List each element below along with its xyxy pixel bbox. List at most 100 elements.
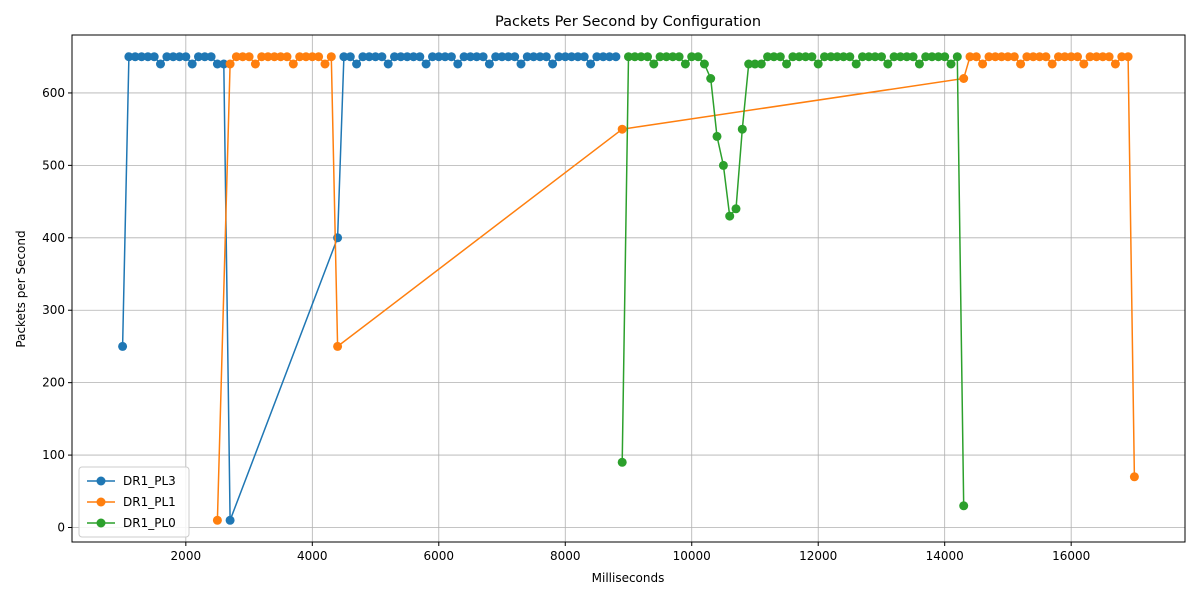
data-point — [1085, 52, 1095, 62]
series-dr1-pl1 — [212, 52, 1139, 525]
data-point — [510, 52, 520, 62]
x-tick-label: 8000 — [550, 549, 581, 563]
data-point — [124, 52, 134, 62]
data-point — [415, 52, 425, 62]
data-point — [257, 52, 267, 62]
data-point — [598, 52, 608, 62]
data-point — [763, 52, 773, 62]
x-tick-label: 10000 — [673, 549, 711, 563]
data-point — [769, 52, 779, 62]
data-point — [649, 59, 659, 69]
x-tick-label: 4000 — [297, 549, 328, 563]
data-point — [1041, 52, 1051, 62]
data-point — [1047, 59, 1057, 69]
data-point — [402, 52, 412, 62]
data-point — [605, 52, 614, 62]
data-point — [200, 52, 210, 62]
data-point — [377, 52, 387, 62]
data-point — [959, 74, 969, 83]
data-point — [314, 52, 324, 62]
data-point — [845, 52, 855, 62]
data-point — [1129, 472, 1139, 482]
data-point — [914, 59, 924, 69]
series-group — [118, 52, 1139, 525]
data-point — [149, 52, 159, 62]
data-point — [573, 52, 583, 62]
legend-item: DR1_PL1 — [87, 495, 176, 509]
data-point — [718, 160, 728, 170]
data-point — [371, 52, 380, 62]
data-point — [946, 59, 956, 69]
data-point — [611, 52, 621, 62]
data-point — [446, 52, 456, 62]
legend: DR1_PL3 DR1_PL1 DR1_PL0 — [78, 466, 190, 538]
data-point — [238, 52, 248, 62]
y-tick-label: 600 — [42, 86, 65, 100]
data-point — [756, 59, 766, 69]
data-point — [1098, 52, 1108, 62]
data-point — [459, 52, 469, 62]
y-tick-label: 100 — [42, 448, 65, 462]
data-point — [990, 52, 1000, 62]
data-point — [535, 52, 545, 62]
legend-marker — [96, 497, 106, 507]
data-point — [478, 52, 488, 62]
data-point — [813, 59, 823, 69]
data-point — [592, 52, 602, 62]
data-point — [630, 52, 640, 62]
data-point — [978, 59, 988, 69]
data-point — [908, 52, 918, 62]
data-point — [288, 59, 298, 69]
data-point — [1003, 52, 1013, 62]
data-point — [484, 59, 494, 69]
data-point — [364, 52, 374, 62]
data-point — [307, 52, 317, 62]
series-line — [216, 54, 1136, 521]
data-point — [971, 52, 981, 62]
data-point — [674, 52, 684, 62]
data-point — [162, 52, 172, 62]
y-tick-label: 200 — [42, 376, 65, 390]
data-point — [143, 52, 153, 62]
data-point — [1123, 52, 1133, 62]
data-point — [428, 52, 437, 62]
chart-title: Packets Per Second by Configuration — [495, 14, 761, 30]
data-point — [269, 52, 279, 62]
data-point — [156, 59, 165, 69]
y-tick-label: 500 — [42, 158, 65, 172]
x-tick-label: 2000 — [171, 549, 202, 563]
data-point — [421, 59, 431, 69]
data-point — [194, 52, 203, 62]
data-point — [820, 52, 829, 62]
data-point — [586, 59, 596, 69]
data-point — [440, 52, 450, 62]
data-point — [1092, 52, 1101, 62]
data-point — [516, 59, 526, 69]
data-point — [529, 52, 539, 62]
legend-label: DR1_PL3 — [123, 474, 176, 488]
data-point — [801, 52, 811, 62]
legend-marker — [96, 476, 106, 486]
data-point — [680, 59, 690, 69]
data-point — [250, 59, 260, 69]
data-point — [396, 52, 406, 62]
data-point — [617, 124, 627, 134]
x-tick-label: 14000 — [926, 549, 964, 563]
data-point — [775, 52, 785, 62]
plot-area — [71, 34, 1186, 543]
data-point — [1117, 52, 1127, 62]
data-point — [725, 211, 735, 221]
x-tick-label: 12000 — [799, 549, 837, 563]
data-point — [832, 52, 842, 62]
x-tick-label: 16000 — [1052, 549, 1090, 563]
data-point — [984, 52, 994, 62]
data-point — [1016, 59, 1026, 69]
data-point — [339, 52, 349, 62]
y-tick-label: 0 — [57, 521, 65, 535]
data-point — [927, 52, 937, 62]
data-point — [320, 59, 330, 69]
series-line — [121, 55, 616, 521]
data-point — [617, 457, 627, 467]
legend-marker — [96, 518, 106, 528]
